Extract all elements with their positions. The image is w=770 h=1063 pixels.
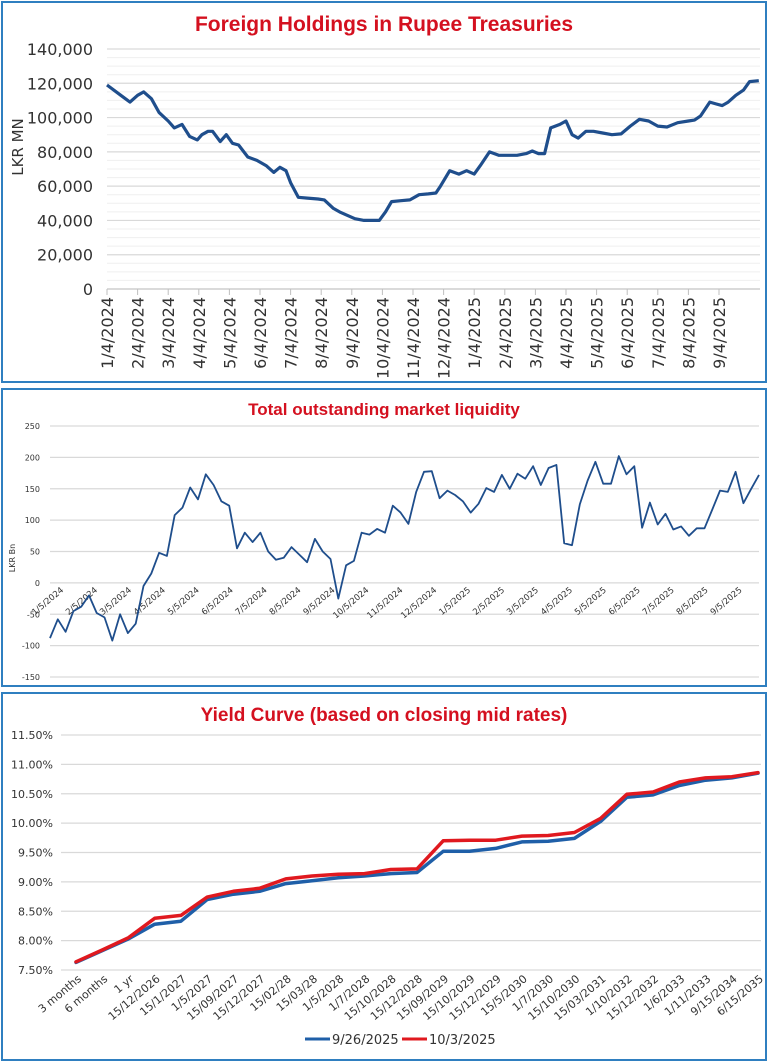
y-tick-label: -150 [22,673,40,682]
chart-foreign-holdings: Foreign Holdings in Rupee Treasuries LKR… [9,13,760,379]
x-tick-label: 3/5/2025 [505,586,541,618]
x-tick-label: 7/4/2024 [282,297,301,369]
x-tick-label: 5/5/2025 [573,586,609,618]
y-axis-label: LKR Bn [8,544,17,572]
x-tick-label: 1/4/2024 [98,297,117,369]
x-tick-label: 7/5/2024 [234,586,270,618]
x-tick-label: 5/4/2024 [220,297,239,369]
y-tick-label: 40,000 [37,211,93,230]
y-tick-label: 150 [25,485,40,494]
x-tick-label: 4/5/2025 [539,586,575,618]
y-tick-label: 7.50% [18,964,53,977]
chart-title: Foreign Holdings in Rupee Treasuries [195,13,573,36]
y-tick-label: 80,000 [37,143,93,162]
x-tick-label: 2/4/2024 [129,297,148,369]
y-tick-label: 120,000 [27,74,93,93]
chart-yield-curve: Yield Curve (based on closing mid rates)… [11,705,765,1048]
chart-panel-market-liquidity: Total outstanding market liquidity LKR B… [1,388,767,687]
x-tick-label: 6/5/2025 [607,586,643,618]
x-tick-label: 2/4/2025 [496,297,515,369]
y-tick-label: 11.00% [11,758,53,771]
x-tick-label: 8/4/2025 [679,297,698,369]
x-tick-label: 8/5/2025 [675,586,711,618]
y-tick-label: 100 [25,516,40,525]
series-line-oct-3-2025 [74,770,760,964]
y-tick-label: 60,000 [37,177,93,196]
chart-title: Yield Curve (based on closing mid rates) [201,705,568,726]
chart-panel-foreign-holdings: Foreign Holdings in Rupee Treasuries LKR… [1,1,767,383]
series-line-foreign-holdings [106,79,759,222]
x-tick-label: 7/5/2025 [641,586,677,618]
x-tick-label: 9/4/2025 [710,297,729,369]
y-tick-label: 250 [25,422,40,431]
x-tick-label: 9/4/2024 [343,297,362,369]
x-tick-label: 1/5/2024 [30,586,66,618]
x-tick-label: 4/4/2025 [557,297,576,369]
y-tick-label: 0 [35,579,40,588]
y-tick-label: 20,000 [37,246,93,265]
x-tick-label: 3/5/2024 [98,586,134,618]
x-tick-label: 5/5/2024 [166,586,202,618]
x-tick-label: 11/4/2024 [404,297,423,379]
chart-panel-yield-curve: Yield Curve (based on closing mid rates)… [1,692,767,1061]
chart-market-liquidity: Total outstanding market liquidity LKR B… [8,400,760,682]
chart-title: Total outstanding market liquidity [248,400,520,419]
legend-label-series-1: 9/26/2025 [332,1033,399,1048]
plot-area: 0 20,000 40,000 60,000 80,000 100,000 120,000 1… [27,40,760,379]
y-tick-label: -100 [22,642,40,651]
x-tick-label: 10/4/2024 [373,297,392,379]
y-tick-label: 140,000 [27,40,93,59]
x-tick-label: 3/4/2025 [526,297,545,369]
y-tick-label: 50 [30,548,40,557]
y-tick-label: 8.50% [18,905,53,918]
y-tick-label: 10.00% [11,817,53,830]
x-tick-label: 12/4/2024 [435,297,454,379]
x-tick-label: 5/4/2025 [588,297,607,369]
x-tick-label: 11/5/2024 [365,586,405,622]
x-tick-label: 1/4/2025 [465,297,484,369]
plot-area: -150-100-500501001502002501/5/20242/5/20… [22,422,760,682]
x-tick-label: 1/5/2025 [437,586,473,618]
y-tick-label: 10.50% [11,788,53,801]
x-tick-label: 7/4/2025 [649,297,668,369]
x-tick-label: 8/4/2024 [312,297,331,369]
y-axis-label: LKR MN [9,118,27,176]
y-tick-label: 200 [25,453,40,462]
legend: 9/26/2025 10/3/2025 [305,1033,496,1048]
y-tick-label: 0 [83,280,93,299]
y-tick-label: 9.00% [18,876,53,889]
y-tick-label: 100,000 [27,109,93,128]
x-tick-label: 8/5/2024 [268,586,304,618]
series-line-market-liquidity [49,455,760,642]
x-tick-label: 2/5/2025 [471,586,507,618]
y-tick-label: 8.00% [18,935,53,948]
y-tick-label: 9.50% [18,847,53,860]
x-tick-label: 2/5/2024 [64,586,100,618]
x-tick-label: 6/4/2025 [618,297,637,369]
legend-label-series-2: 10/3/2025 [429,1033,496,1048]
plot-area: 7.50% 8.00% 8.50% 9.00% 9.50% 10.00% 10.50% 11.… [11,729,765,1023]
x-tick-label: 4/4/2024 [190,297,209,369]
y-tick-label: -50 [27,610,40,619]
series-line-sep-26-2025 [74,771,760,965]
x-tick-label: 6/5/2024 [200,586,236,618]
x-tick-label: 9/5/2025 [709,586,745,618]
y-tick-label: 11.50% [11,729,53,742]
x-tick-label: 6/4/2024 [251,297,270,369]
x-tick-label: 3/4/2024 [159,297,178,369]
x-tick-label: 12/5/2024 [399,586,439,622]
